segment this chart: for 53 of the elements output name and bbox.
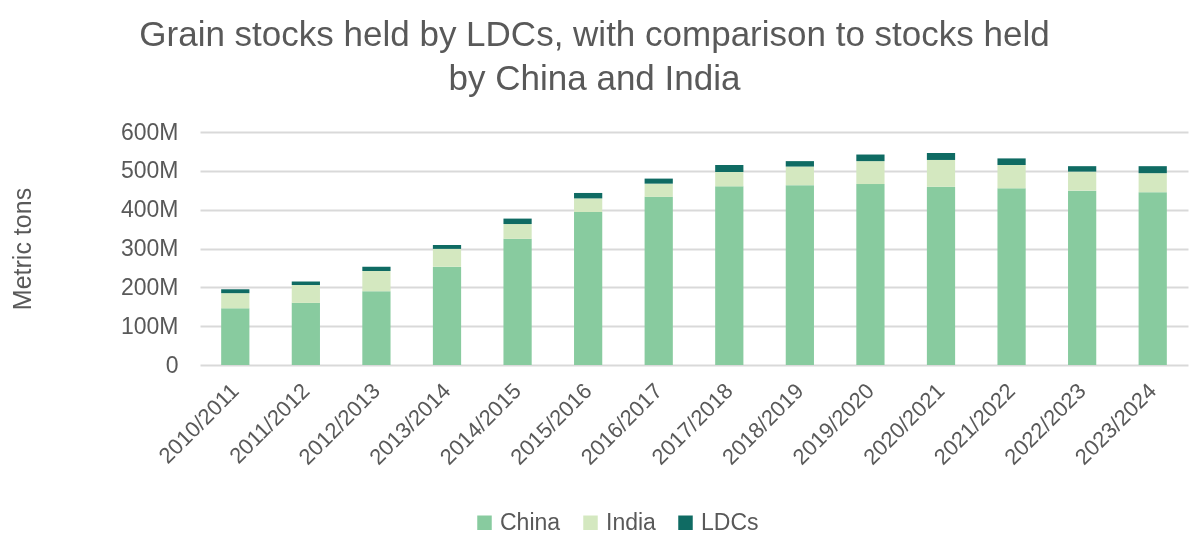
bar xyxy=(1068,190,1097,365)
bar xyxy=(644,196,673,365)
bar xyxy=(291,302,320,365)
bar xyxy=(432,266,462,365)
bar xyxy=(574,198,603,212)
bar xyxy=(715,165,744,172)
bar xyxy=(1138,173,1167,193)
bar xyxy=(1138,192,1167,365)
bar xyxy=(856,184,885,365)
y-tick-label: 400M xyxy=(120,196,179,223)
bar xyxy=(997,188,1026,365)
legend-label: LDCs xyxy=(701,508,759,533)
bar xyxy=(221,308,250,365)
bar xyxy=(997,165,1026,189)
y-tick-label: 100M xyxy=(120,312,179,339)
bar xyxy=(1068,166,1097,172)
bar xyxy=(432,245,462,249)
bar xyxy=(715,186,744,365)
y-axis-title: Metric tons xyxy=(7,187,36,311)
bar xyxy=(503,218,532,225)
legend-label: China xyxy=(500,508,561,533)
bar xyxy=(221,293,250,309)
bar xyxy=(1138,166,1167,174)
bar xyxy=(574,212,603,365)
bar xyxy=(926,159,956,187)
bar xyxy=(856,154,885,162)
bar xyxy=(644,178,673,184)
bar xyxy=(221,289,250,294)
bar xyxy=(785,185,814,365)
bar xyxy=(432,248,462,267)
bar xyxy=(362,291,391,365)
bar xyxy=(785,161,814,167)
bar xyxy=(574,192,603,199)
y-tick-label: 300M xyxy=(120,235,179,261)
bar xyxy=(785,166,814,186)
bar xyxy=(926,186,956,365)
y-tick-label: 500M xyxy=(120,157,179,184)
bar xyxy=(362,266,391,272)
bar xyxy=(503,238,532,365)
y-tick-label: 600M xyxy=(120,118,179,145)
bar xyxy=(856,161,885,185)
bar xyxy=(997,158,1026,166)
bar xyxy=(503,224,532,239)
bar xyxy=(715,172,744,187)
bar xyxy=(1068,171,1097,191)
bar xyxy=(644,183,673,197)
legend-label: India xyxy=(606,508,657,533)
bar xyxy=(291,285,320,303)
bar xyxy=(362,271,391,292)
y-tick-label: 0 xyxy=(165,351,179,378)
chart-title: Grain stocks held by LDCs, with comparison to stocks held by China and India xyxy=(139,14,1050,97)
y-tick-label: 200M xyxy=(120,273,179,300)
bar xyxy=(926,152,956,160)
